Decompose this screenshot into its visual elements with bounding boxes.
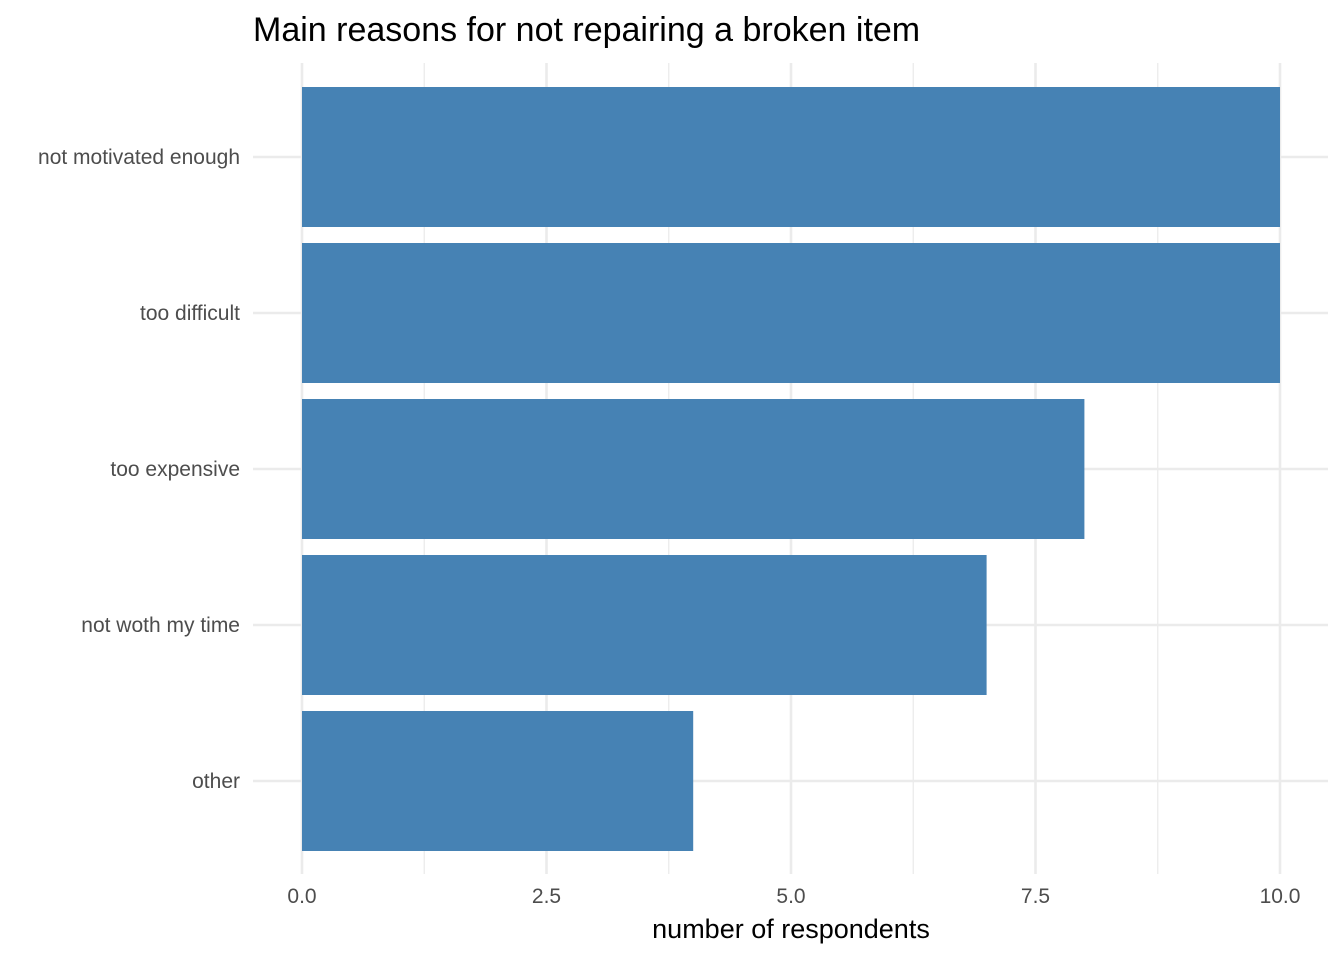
x-tick-label: 7.5 <box>1021 885 1050 908</box>
x-tick-label: 5.0 <box>776 885 805 908</box>
x-axis-title: number of respondents <box>652 914 930 944</box>
y-tick-label: too expensive <box>110 458 240 481</box>
bar <box>302 243 1280 383</box>
x-tick-label: 0.0 <box>287 885 316 908</box>
y-tick-label: not woth my time <box>81 614 240 637</box>
bar <box>302 87 1280 227</box>
x-tick-label: 2.5 <box>532 885 561 908</box>
axis-labels: not motivated enough too difficult too exp… <box>38 146 1300 908</box>
bars <box>302 87 1280 851</box>
y-tick-label: not motivated enough <box>38 146 240 169</box>
chart-title: Main reasons for not repairing a broken … <box>253 11 920 49</box>
bar <box>302 399 1085 539</box>
x-tick-label: 10.0 <box>1260 885 1301 908</box>
bar <box>302 711 694 851</box>
y-tick-label: other <box>192 770 240 793</box>
y-tick-label: too difficult <box>140 302 240 325</box>
bar <box>302 555 987 695</box>
